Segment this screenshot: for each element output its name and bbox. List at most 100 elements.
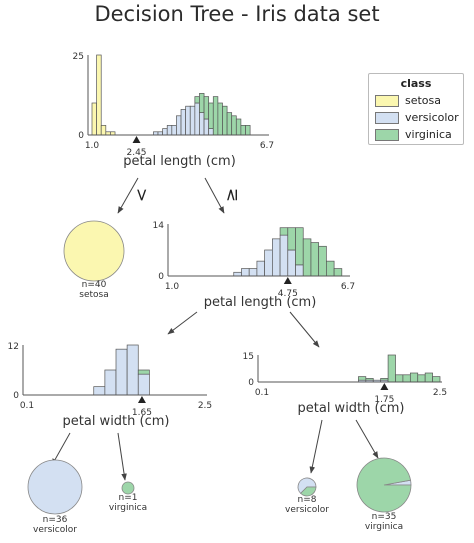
root-bar-25-virginica [245, 125, 251, 136]
legend-item-setosa: setosa [375, 94, 463, 107]
n2-bar-7-virginica [287, 227, 296, 251]
n4-bar-8-virginica [417, 374, 426, 383]
n2-bar-4-versicolor [264, 249, 273, 277]
edge-n4-right [355, 419, 379, 459]
legend-label-virginica: virginica [405, 128, 452, 141]
legend-title: class [400, 77, 432, 90]
leaf-versicolor-36-pie-slice-versicolor [27, 459, 83, 515]
root-ytick-max: 25 [73, 52, 84, 62]
n2-xtick-min: 1.0 [165, 282, 180, 292]
root-bar-20-virginica [222, 105, 228, 136]
legend-item-versicolor: versicolor [375, 111, 463, 124]
edge-n2-right [289, 311, 320, 348]
edge-n4-left [309, 419, 323, 474]
leaf-virginica-35-count: n=35 [372, 512, 397, 522]
n3-bar-0-versicolor [93, 386, 106, 396]
leaf-virginica-35-pie-slice-virginica [356, 457, 412, 513]
n4-bar-6-virginica [402, 374, 411, 383]
n2-bar-5-versicolor [272, 238, 281, 277]
root-bar-15-virginica [199, 93, 205, 113]
edge-label-right: ≥ [222, 188, 242, 202]
leaf-versicolor-8-pie-slice-virginica [300, 486, 317, 497]
edge-n3-right [117, 432, 127, 481]
n4-bar-1-virginica [365, 378, 374, 381]
legend-item-virginica: virginica [375, 128, 463, 141]
n4-bar-9-virginica [424, 372, 433, 383]
n2-bar-13-virginica [333, 268, 343, 277]
n4-xtick-min: 0.1 [255, 388, 269, 398]
root-bar-17-virginica [208, 102, 214, 129]
n3-bar-4-versicolor [137, 373, 150, 396]
n4-bar-0-virginica [358, 376, 367, 381]
n2-bar-12-virginica [326, 260, 335, 277]
root-bar-16-versicolor [203, 118, 210, 136]
root-bar-21-virginica [226, 112, 233, 136]
n3-bar-3-versicolor [126, 344, 139, 396]
n2-split-marker-icon [283, 277, 292, 284]
root-bar-11-versicolor [180, 109, 186, 136]
edge-n2-left [167, 311, 198, 335]
legend-swatch-setosa [375, 94, 399, 107]
root-xtick-max: 6.7 [260, 141, 274, 151]
edge-label-left: < [132, 188, 152, 202]
root-bar-18-virginica [212, 96, 219, 136]
root-bar-8-versicolor [166, 125, 173, 136]
n2-bar-6-versicolor [279, 234, 289, 277]
root-bar-10-versicolor [176, 115, 182, 136]
leaf-setosa-class: setosa [79, 290, 108, 300]
root-bar-9-versicolor [171, 125, 177, 136]
legend-label-setosa: setosa [405, 94, 442, 107]
n2-feature-label: petal length (cm) [204, 295, 317, 310]
root-bar-16-virginica [203, 96, 210, 120]
n3-bar-1-versicolor [104, 369, 117, 396]
n3-xtick-max: 2.5 [198, 401, 212, 411]
n2-bar-6-virginica [279, 227, 289, 236]
leaf-virginica-35-class: virginica [365, 522, 403, 532]
root-bar-15-versicolor [199, 112, 205, 136]
n2-bar-7-versicolor [287, 249, 296, 277]
n2-bar-8-virginica [295, 227, 304, 266]
n3-bar-4-virginica [137, 369, 150, 375]
root-bar-17-versicolor [208, 128, 214, 136]
n2-ytick-max: 14 [153, 221, 165, 231]
edge-root-left [117, 177, 139, 214]
leaf-versicolor-8-count: n=8 [298, 495, 317, 505]
n2-xtick-max: 6.7 [341, 282, 355, 292]
root-ytick-0: 0 [78, 131, 84, 141]
root-bar-12-versicolor [185, 105, 191, 136]
legend: class setosa versicolor virginica [368, 73, 464, 145]
n3-feature-label: petal width (cm) [63, 414, 170, 429]
n4-ytick-max: 15 [243, 352, 254, 362]
legend-swatch-versicolor [375, 111, 399, 124]
n2-bar-2-versicolor [248, 268, 258, 277]
leaf-virginica-1-class: virginica [109, 503, 147, 513]
root-bar-2-setosa [100, 125, 107, 136]
n4-feature-label: petal width (cm) [298, 401, 405, 416]
n4-bar-7-virginica [409, 372, 419, 383]
n2-bar-11-virginica [318, 245, 327, 277]
n2-bar-3-versicolor [256, 260, 265, 277]
n4-bar-10-virginica [432, 376, 441, 383]
n4-split-marker-icon [380, 383, 389, 390]
legend-label-versicolor: versicolor [405, 111, 459, 124]
root-bar-14-virginica [194, 96, 200, 104]
leaf-setosa-count: n=40 [82, 280, 107, 290]
n4-ytick-0: 0 [248, 378, 254, 388]
root-bar-0-setosa [91, 102, 97, 136]
n2-bar-0-versicolor [233, 271, 242, 277]
n2-bar-8-versicolor [295, 264, 304, 277]
n4-bar-5-virginica [395, 374, 404, 383]
root-bar-22-virginica [231, 115, 237, 136]
leaf-virginica-1-pie-slice-virginica [121, 481, 135, 495]
legend-swatch-virginica [375, 128, 399, 141]
n4-xtick-max: 2.5 [433, 388, 447, 398]
n2-bar-1-versicolor [241, 268, 250, 277]
n2-split-value: 4.75 [278, 289, 298, 299]
n3-xtick-min: 0.1 [20, 401, 34, 411]
root-split-marker-icon [132, 136, 141, 143]
n2-bar-9-virginica [302, 238, 312, 277]
n2-ytick-0: 0 [158, 272, 164, 282]
root-feature-label: petal length (cm) [123, 154, 236, 169]
leaf-versicolor-8-class: versicolor [285, 505, 329, 515]
